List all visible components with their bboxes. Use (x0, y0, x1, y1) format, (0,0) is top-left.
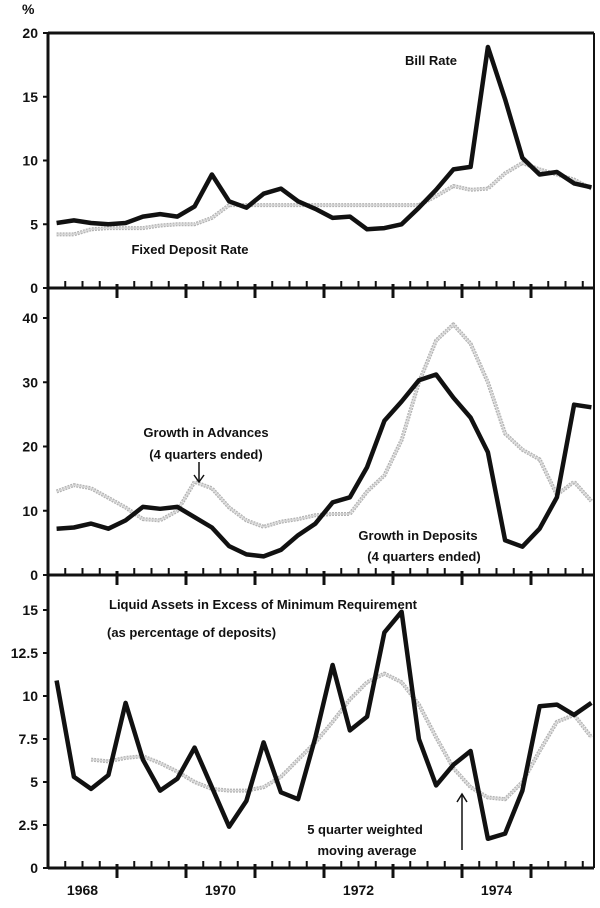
y-tick-label: 2.5 (19, 817, 39, 833)
y-tick-label: 5 (30, 774, 38, 790)
y-tick-label: 20 (22, 439, 38, 455)
y-tick-label: 30 (22, 374, 38, 390)
series-line-growth-in-advances-4-quarters-ended (55, 322, 593, 529)
liquid-assets-title: Liquid Assets in Excess of Minimum Requi… (109, 597, 418, 612)
series-line-bill-rate (56, 44, 592, 232)
series-line-highlight (91, 672, 592, 800)
advances-label: Growth in Advances (143, 425, 268, 440)
y-tick-label: 0 (30, 860, 38, 876)
advances-arrow (193, 462, 205, 484)
moving-average-label: 5 quarter weighted (307, 822, 423, 837)
x-tick-label: 1968 (67, 882, 98, 898)
moving-average-sublabel: moving average (318, 843, 417, 858)
series-line-highlight (56, 162, 592, 236)
fixed-deposit-rate-label: Fixed Deposit Rate (131, 242, 248, 257)
series-line-growth-in-deposits-4-quarters-ended (56, 372, 592, 559)
y-tick-label: 12.5 (11, 645, 38, 661)
y-tick-label: 0 (30, 280, 38, 296)
y-unit-label: % (22, 1, 35, 17)
y-tick-label: 10 (22, 688, 38, 704)
y-tick-label: 0 (30, 567, 38, 583)
moving-average-arrow (456, 792, 468, 850)
bill-rate-label: Bill Rate (405, 53, 457, 68)
series-line-highlight (56, 323, 592, 528)
series-line-fixed-deposit-rate (56, 161, 593, 237)
y-tick-label: 15 (22, 89, 38, 105)
advances-sublabel: (4 quarters ended) (149, 447, 262, 462)
x-tick-label: 1974 (481, 882, 512, 898)
y-tick-label: 20 (22, 25, 38, 41)
deposits-sublabel: (4 quarters ended) (367, 549, 480, 564)
y-tick-label: 15 (22, 602, 38, 618)
y-tick-label: 10 (22, 153, 38, 169)
y-tick-label: 5 (30, 216, 38, 232)
liquid-assets-subtitle: (as percentage of deposits) (107, 625, 276, 640)
x-tick-label: 1970 (205, 882, 236, 898)
y-tick-label: 10 (22, 503, 38, 519)
y-tick-label: 7.5 (19, 731, 39, 747)
series-line-liquid-assets-in-excess-of-minimum-requirement (54, 609, 593, 842)
x-tick-label: 1972 (343, 882, 374, 898)
y-tick-label: 40 (22, 310, 38, 326)
deposits-label: Growth in Deposits (358, 528, 477, 543)
